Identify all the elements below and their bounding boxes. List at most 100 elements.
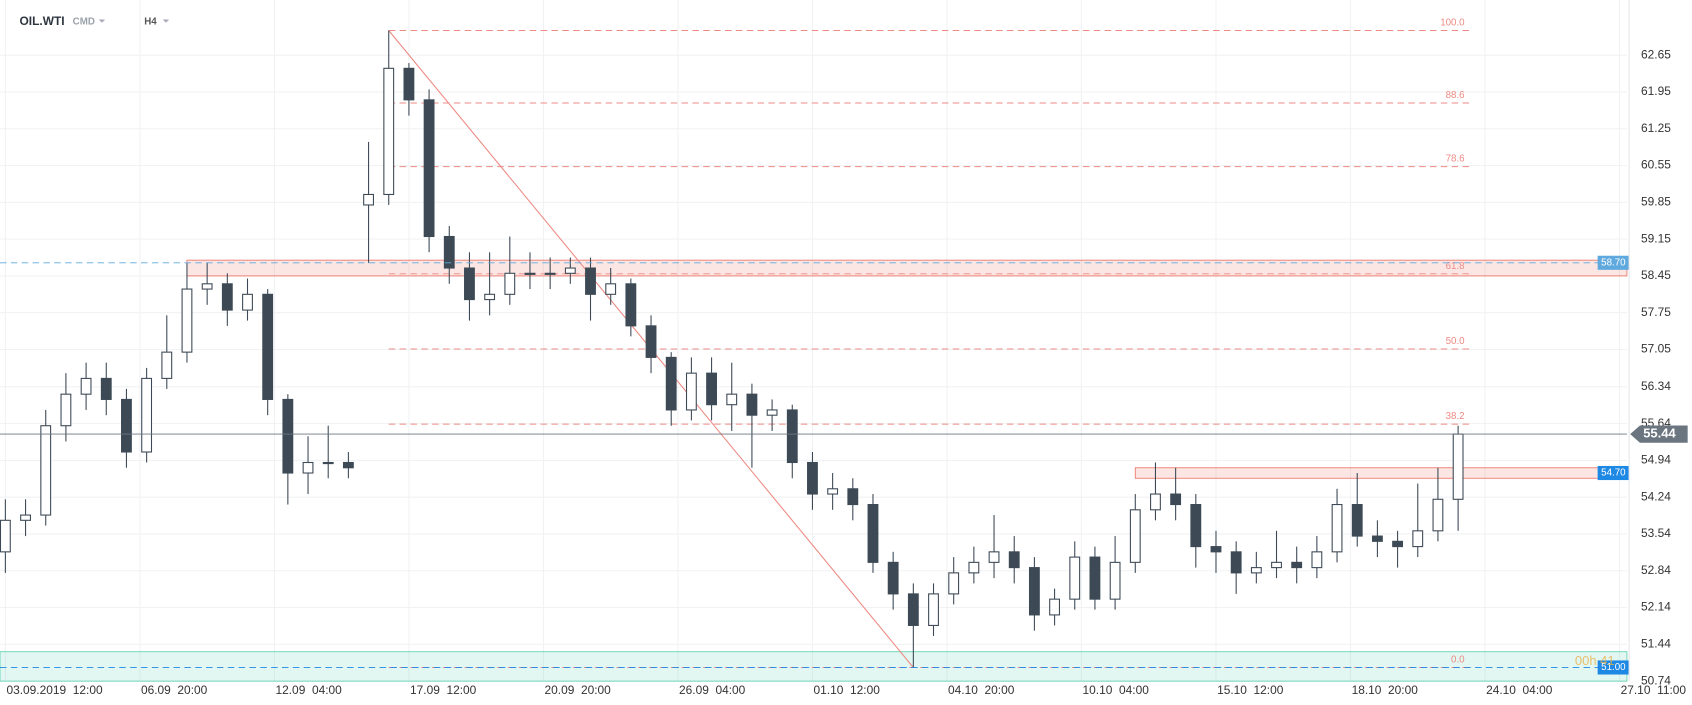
candle-body bbox=[141, 377, 153, 453]
candle-body bbox=[201, 283, 213, 290]
candle-body bbox=[464, 267, 475, 301]
instrument-class[interactable]: CMD bbox=[73, 16, 95, 27]
candle-body bbox=[1109, 561, 1121, 600]
fib-label: 38.2 bbox=[1446, 411, 1465, 422]
y-tick-label: 53.54 bbox=[1641, 526, 1671, 540]
y-tick-label: 61.25 bbox=[1641, 121, 1671, 135]
fib-label: 61.8 bbox=[1446, 261, 1465, 272]
fib-label: 100.0 bbox=[1440, 17, 1465, 28]
candle-body bbox=[181, 288, 193, 353]
candle-body bbox=[403, 67, 415, 101]
candle-body bbox=[60, 393, 72, 427]
candle-body bbox=[544, 272, 556, 275]
candle-body bbox=[262, 293, 274, 400]
y-tick-label: 52.84 bbox=[1641, 563, 1671, 577]
candle-body bbox=[1452, 433, 1464, 500]
candle-body bbox=[605, 283, 617, 295]
candle-body bbox=[1170, 493, 1182, 506]
candle-body bbox=[1250, 567, 1262, 574]
fib-label: 88.6 bbox=[1446, 90, 1465, 101]
candle-body bbox=[302, 461, 314, 474]
candle-body bbox=[1049, 598, 1060, 616]
candle-body bbox=[1190, 504, 1202, 548]
candle-body bbox=[524, 272, 536, 275]
candle-body bbox=[988, 551, 1000, 563]
candle-body bbox=[564, 267, 576, 274]
y-tick-label: 52.14 bbox=[1641, 600, 1671, 614]
zones bbox=[0, 259, 1628, 682]
candle-body bbox=[1271, 561, 1282, 569]
y-tick-label: 50.74 bbox=[1641, 673, 1671, 687]
candle-body bbox=[282, 398, 294, 474]
candle-body bbox=[786, 409, 798, 464]
y-tick-label: 57.75 bbox=[1641, 305, 1671, 319]
candle-body bbox=[1291, 561, 1303, 569]
candle-body bbox=[1008, 551, 1020, 569]
candle-body bbox=[20, 514, 31, 521]
x-tick-label: 04.10 20:00 bbox=[948, 683, 1015, 697]
x-tick-label: 15.10 12:00 bbox=[1217, 683, 1284, 697]
candle-body bbox=[443, 235, 455, 269]
candle-body bbox=[726, 393, 738, 406]
candle-body bbox=[1210, 546, 1222, 553]
x-tick-label: 06.09 20:00 bbox=[141, 683, 208, 697]
candle-body bbox=[1129, 509, 1141, 563]
candle-body bbox=[121, 398, 132, 453]
candle-body bbox=[1412, 530, 1424, 548]
price-tag bbox=[1630, 425, 1688, 443]
zone bbox=[1134, 467, 1628, 479]
candle-body bbox=[423, 99, 435, 238]
candle-body bbox=[383, 67, 395, 196]
candles bbox=[0, 30, 1464, 668]
fib-label: 78.6 bbox=[1446, 154, 1465, 165]
dropdown-arrow[interactable] bbox=[162, 19, 170, 23]
candle-body bbox=[706, 372, 717, 406]
symbol[interactable]: OIL.WTI bbox=[20, 14, 65, 28]
candle-body bbox=[827, 488, 839, 495]
y-tick-label: 51.44 bbox=[1641, 637, 1671, 651]
candle-body bbox=[1392, 540, 1404, 548]
candle-body bbox=[80, 377, 92, 395]
price-tag-label: 55.44 bbox=[1643, 426, 1676, 441]
interval[interactable]: H4 bbox=[144, 16, 157, 27]
price-tag-label: 51.00 bbox=[1601, 662, 1626, 673]
candle-body bbox=[342, 461, 354, 469]
y-tick-label: 59.15 bbox=[1641, 231, 1671, 245]
candle-body bbox=[504, 272, 516, 295]
candle-body bbox=[746, 393, 758, 416]
candle-body bbox=[645, 325, 657, 358]
y-tick-label: 54.94 bbox=[1641, 453, 1671, 467]
candle-body bbox=[0, 519, 11, 553]
countdown: 00h 41 bbox=[1575, 653, 1615, 668]
x-tick-label: 10.10 04:00 bbox=[1083, 683, 1150, 697]
x-tick-label: 03.09.2019 12:00 bbox=[6, 683, 102, 697]
price-tag bbox=[1597, 255, 1630, 270]
candle-body bbox=[1089, 556, 1101, 600]
candle-body bbox=[948, 572, 960, 595]
candle-body bbox=[1311, 551, 1323, 569]
fib-label: 50.0 bbox=[1446, 336, 1466, 347]
candle-body bbox=[484, 293, 496, 301]
candle-body bbox=[1028, 567, 1040, 616]
candle-body bbox=[100, 377, 112, 400]
fib-label: 0.0 bbox=[1451, 654, 1465, 665]
price-tag-label: 58.70 bbox=[1601, 257, 1626, 268]
price-tag bbox=[1597, 660, 1630, 675]
x-tick-label: 24.10 04:00 bbox=[1486, 683, 1553, 697]
candle-body bbox=[1351, 504, 1363, 537]
candle-body bbox=[322, 461, 334, 465]
y-tick-label: 62.65 bbox=[1641, 47, 1671, 61]
y-tick-label: 57.05 bbox=[1641, 342, 1671, 356]
candle-body bbox=[625, 283, 637, 327]
candle-body bbox=[867, 504, 879, 563]
candle-body bbox=[847, 488, 859, 506]
y-tick-label: 54.24 bbox=[1641, 489, 1671, 503]
dropdown-arrow[interactable] bbox=[98, 19, 106, 23]
candle-body bbox=[1331, 504, 1343, 553]
candle-body bbox=[1371, 535, 1383, 542]
candle-body bbox=[242, 293, 253, 311]
